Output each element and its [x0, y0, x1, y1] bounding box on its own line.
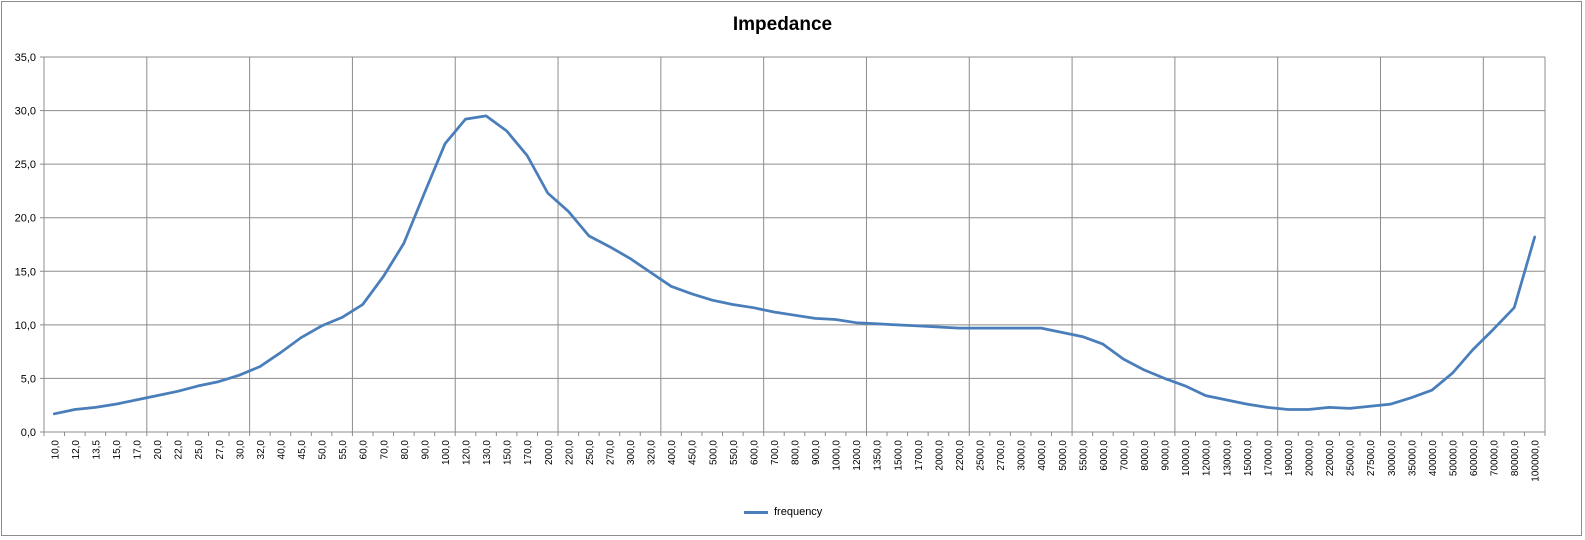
- x-tick-label: 40000,0: [1428, 440, 1439, 477]
- x-tick-label: 13000,0: [1222, 440, 1233, 477]
- y-tick-label: 30,0: [15, 106, 36, 118]
- y-tick-label: 15,0: [15, 266, 36, 278]
- x-tick-label: 80,0: [400, 440, 411, 460]
- x-tick-label: 170,0: [523, 440, 534, 465]
- x-tick-label: 12,0: [71, 440, 82, 460]
- x-tick-label: 200,0: [544, 440, 555, 465]
- x-tick-label: 700,0: [770, 440, 781, 465]
- legend-label: frequency: [774, 506, 823, 518]
- x-tick-label: 250,0: [585, 440, 596, 465]
- x-tick-label: 450,0: [688, 440, 699, 465]
- x-tick-label: 550,0: [729, 440, 740, 465]
- x-tick-label: 6000,0: [1099, 440, 1110, 471]
- x-tick-label: 70,0: [379, 440, 390, 460]
- x-tick-label: 15,0: [112, 440, 123, 460]
- x-tick-label: 90,0: [420, 440, 431, 460]
- x-tick-label: 22000,0: [1325, 440, 1336, 477]
- x-tick-label: 9000,0: [1161, 440, 1172, 471]
- x-tick-label: 13,5: [91, 440, 102, 460]
- x-tick-label: 80000,0: [1510, 440, 1521, 477]
- x-tick-label: 5000,0: [1058, 440, 1069, 471]
- x-tick-label: 25,0: [194, 440, 205, 460]
- x-tick-label: 19000,0: [1284, 440, 1295, 477]
- x-tick-label: 40,0: [276, 440, 287, 460]
- x-tick-label: 7000,0: [1119, 440, 1130, 471]
- x-tick-label: 10,0: [50, 440, 61, 460]
- x-tick-label: 50000,0: [1448, 440, 1459, 477]
- x-tick-label: 12000,0: [1202, 440, 1213, 477]
- x-axis-tick-labels: 10,0 12,0 13,5 15,0 17,0 20,0 22,0 25,0 27,0 30,0…: [43, 432, 1546, 482]
- legend-swatch: [744, 510, 768, 514]
- x-tick-label: 27,0: [215, 440, 226, 460]
- x-tick-label: 27500,0: [1366, 440, 1377, 477]
- x-tick-label: 55,0: [338, 440, 349, 460]
- x-tick-label: 30000,0: [1387, 440, 1398, 477]
- x-tick-label: 400,0: [667, 440, 678, 465]
- x-tick-label: 32,0: [256, 440, 267, 460]
- x-tick-label: 4000,0: [1037, 440, 1048, 471]
- x-tick-label: 8000,0: [1140, 440, 1151, 471]
- series-line-frequency: [52, 114, 1537, 416]
- x-tick-label: 1700,0: [914, 440, 925, 471]
- x-tick-label: 60000,0: [1469, 440, 1480, 477]
- x-tick-label: 900,0: [811, 440, 822, 465]
- x-tick-label: 22,0: [174, 440, 185, 460]
- x-tick-label: 60,0: [359, 440, 370, 460]
- x-tick-label: 30,0: [235, 440, 246, 460]
- y-tick-label: 10,0: [15, 320, 36, 332]
- x-tick-label: 270,0: [605, 440, 616, 465]
- legend: frequency: [744, 504, 822, 520]
- x-tick-label: 70000,0: [1490, 440, 1501, 477]
- x-tick-label: 10000,0: [1181, 440, 1192, 477]
- gridlines: [43, 56, 1546, 433]
- x-tick-label: 17000,0: [1263, 440, 1274, 477]
- x-tick-label: 1500,0: [893, 440, 904, 471]
- series-lines: [52, 114, 1537, 416]
- x-tick-label: 3000,0: [1017, 440, 1028, 471]
- x-tick-label: 300,0: [626, 440, 637, 465]
- chart-title: Impedance: [732, 14, 833, 35]
- x-tick-label: 120,0: [462, 440, 473, 465]
- x-tick-label: 220,0: [564, 440, 575, 465]
- x-tick-label: 25000,0: [1346, 440, 1357, 477]
- x-tick-label: 5500,0: [1078, 440, 1089, 471]
- x-tick-label: 17,0: [133, 440, 144, 460]
- x-tick-label: 45,0: [297, 440, 308, 460]
- x-tick-label: 100,0: [441, 440, 452, 465]
- y-axis-tick-labels: 0,0 5,0 10,0 15,0 20,0 25,0 30,0 35,0: [15, 52, 44, 439]
- x-tick-label: 1000,0: [832, 440, 843, 471]
- y-tick-label: 20,0: [15, 213, 36, 225]
- y-tick-label: 0,0: [21, 427, 36, 439]
- x-tick-label: 2500,0: [976, 440, 987, 471]
- x-tick-label: 500,0: [708, 440, 719, 465]
- x-tick-label: 35000,0: [1407, 440, 1418, 477]
- x-tick-label: 100000,0: [1531, 440, 1542, 482]
- y-tick-label: 25,0: [15, 159, 36, 171]
- x-tick-label: 150,0: [503, 440, 514, 465]
- x-tick-label: 2700,0: [996, 440, 1007, 471]
- x-tick-label: 15000,0: [1243, 440, 1254, 477]
- x-tick-label: 600,0: [749, 440, 760, 465]
- x-tick-label: 1200,0: [852, 440, 863, 471]
- x-tick-label: 1350,0: [873, 440, 884, 471]
- x-tick-label: 2000,0: [934, 440, 945, 471]
- x-tick-label: 20000,0: [1305, 440, 1316, 477]
- x-tick-label: 50,0: [318, 440, 329, 460]
- x-tick-label: 320,0: [647, 440, 658, 465]
- y-tick-label: 35,0: [15, 52, 36, 64]
- y-tick-label: 5,0: [21, 373, 36, 385]
- x-tick-label: 800,0: [791, 440, 802, 465]
- x-tick-label: 2200,0: [955, 440, 966, 471]
- x-tick-label: 130,0: [482, 440, 493, 465]
- x-tick-label: 20,0: [153, 440, 164, 460]
